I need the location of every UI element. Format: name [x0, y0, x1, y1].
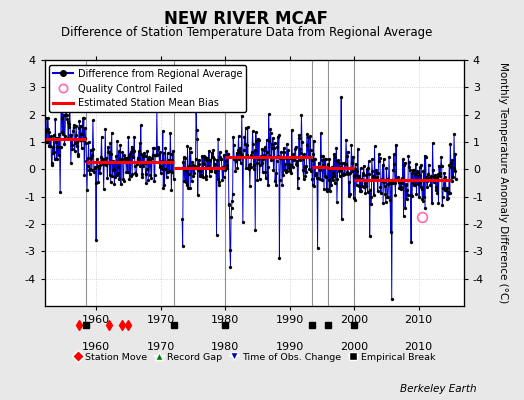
Text: 1990: 1990: [276, 342, 304, 352]
Text: 1970: 1970: [147, 342, 174, 352]
Legend: Station Move, Record Gap, Time of Obs. Change, Empirical Break: Station Move, Record Gap, Time of Obs. C…: [73, 352, 435, 362]
Text: NEW RIVER MCAF: NEW RIVER MCAF: [165, 10, 328, 28]
Text: 2010: 2010: [405, 342, 433, 352]
Legend: Difference from Regional Average, Quality Control Failed, Estimated Station Mean: Difference from Regional Average, Qualit…: [49, 65, 246, 112]
Text: Berkeley Earth: Berkeley Earth: [400, 384, 477, 394]
Text: 2000: 2000: [340, 342, 368, 352]
Text: 1980: 1980: [211, 342, 239, 352]
Y-axis label: Monthly Temperature Anomaly Difference (°C): Monthly Temperature Anomaly Difference (…: [498, 62, 508, 304]
Text: Difference of Station Temperature Data from Regional Average: Difference of Station Temperature Data f…: [61, 26, 432, 39]
Text: 1960: 1960: [82, 342, 110, 352]
